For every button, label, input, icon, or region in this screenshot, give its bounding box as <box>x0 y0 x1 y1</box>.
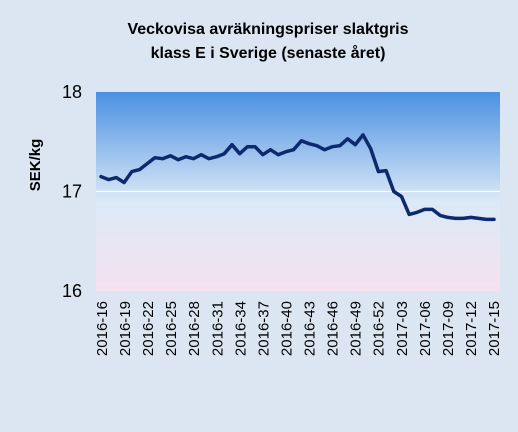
series-line <box>99 133 496 222</box>
x-tick-label: 2016-25 <box>163 301 180 356</box>
x-tick-label: 2016-46 <box>325 301 342 356</box>
y-tick-label: 16 <box>62 281 82 301</box>
x-tick-label: 2016-22 <box>140 301 157 356</box>
y-axis-ticks: 16 17 18 <box>62 82 82 301</box>
x-tick-label: 2017-15 <box>486 301 503 356</box>
x-tick-label: 2016-43 <box>302 301 319 356</box>
y-axis-label: SEK/kg <box>27 139 44 192</box>
x-tick-label: 2016-34 <box>232 301 249 356</box>
x-tick-label: 2016-19 <box>117 301 134 356</box>
x-tick-label: 2016-37 <box>255 301 272 356</box>
x-tick-label: 2017-06 <box>417 301 434 356</box>
y-tick-label: 18 <box>62 82 82 102</box>
series-layer <box>99 133 496 222</box>
x-tick-label: 2016-28 <box>186 301 203 356</box>
x-tick-label: 2016-40 <box>279 301 296 356</box>
x-tick-label: 2017-12 <box>463 301 480 356</box>
x-tick-label: 2017-09 <box>440 301 457 356</box>
chart-title-line-2: klass E i Sverige (senaste året) <box>151 44 386 62</box>
x-tick-label: 2016-52 <box>371 301 388 356</box>
chart-title-line-1: Veckovisa avräkningspriser slaktgris <box>127 21 408 38</box>
y-tick-label: 17 <box>62 182 82 202</box>
x-tick-label: 2016-16 <box>94 301 111 356</box>
x-tick-label: 2016-31 <box>209 301 226 356</box>
x-tick-label: 2017-03 <box>394 301 411 356</box>
x-axis-ticks: 2016-16 2016-19 2016-22 2016-25 2016-28 2016-… <box>94 301 503 356</box>
x-tick-label: 2016-49 <box>348 301 365 356</box>
